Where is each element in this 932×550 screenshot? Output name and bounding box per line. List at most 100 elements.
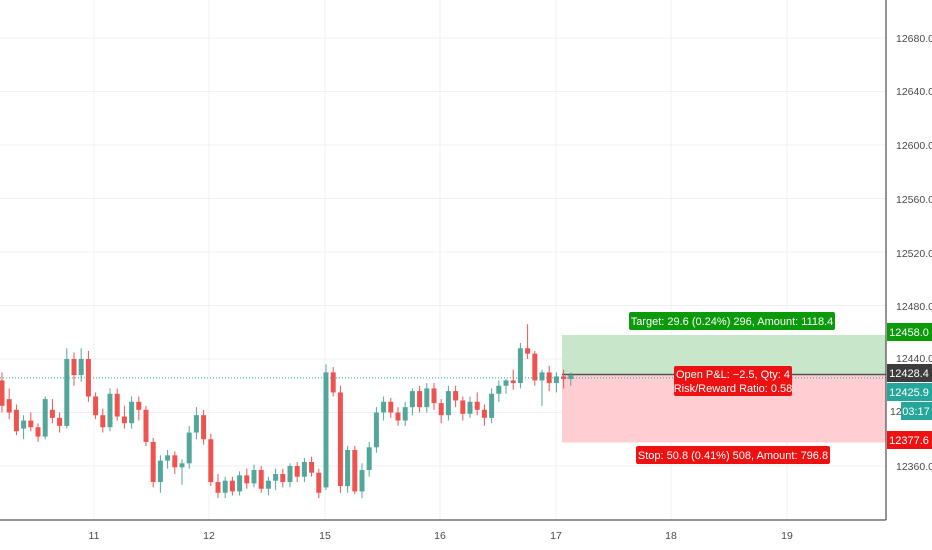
partial-price-label: 12 (890, 406, 902, 418)
candle (417, 385, 423, 413)
candle (49, 399, 55, 424)
target-label[interactable]: Target: 29.6 (0.24%) 296, Amount: 1118.4 (629, 312, 835, 330)
candle (165, 449, 171, 469)
candle-body (309, 461, 315, 473)
candle (316, 468, 322, 499)
candle-body (0, 380, 5, 406)
candle-body (237, 475, 243, 492)
candle (21, 415, 27, 440)
x-tick-label: 17 (550, 530, 562, 542)
candle (330, 367, 336, 397)
svg-text:Stop: 50.8 (0.41%) 508, Amount: Stop: 50.8 (0.41%) 508, Amount: 796.8 (638, 450, 828, 462)
candle-body (287, 466, 293, 483)
candle-body (409, 391, 415, 408)
candle-body (129, 401, 135, 424)
candle (323, 364, 329, 491)
y-tick-label: 12680.0 (896, 33, 932, 45)
candle (496, 380, 502, 402)
candle (136, 396, 142, 421)
candle-body (438, 403, 444, 416)
candle (301, 457, 307, 483)
candle (294, 461, 300, 483)
x-tick-label: 16 (434, 530, 446, 542)
y-tick-label: 12440.0 (896, 353, 932, 365)
candle (568, 372, 574, 386)
candle-body (424, 388, 430, 408)
candle-body (165, 455, 171, 461)
svg-text:12428.4: 12428.4 (889, 368, 929, 380)
candle (553, 372, 559, 393)
candle (208, 433, 214, 487)
candle-body (136, 401, 142, 410)
candle-body (280, 474, 286, 483)
candle-body (395, 412, 401, 421)
candle (35, 423, 41, 442)
candle-body (417, 391, 423, 408)
x-tick-label: 11 (89, 530, 100, 542)
y-axis[interactable]: 12680.0 12640.0 12600.0 12560.0 12520.0 … (896, 33, 932, 473)
x-axis[interactable]: 11 12 15 16 17 18 19 (89, 530, 793, 542)
candle (424, 383, 430, 413)
x-tick-label: 15 (319, 530, 331, 542)
candle-body (172, 455, 178, 468)
candle (78, 348, 84, 382)
candle-body (323, 372, 329, 488)
candle-body (208, 439, 214, 483)
candle (366, 441, 372, 477)
candle-body (85, 359, 91, 397)
candle-body (273, 474, 279, 481)
candle (539, 369, 545, 406)
candle (71, 352, 77, 386)
candle (13, 404, 19, 436)
candle-body (496, 385, 502, 394)
candle-body (539, 372, 545, 381)
candle (215, 474, 221, 499)
candle (57, 412, 63, 433)
candle-body (265, 480, 271, 489)
candle-body (561, 376, 567, 380)
svg-text:03:17: 03:17 (902, 406, 930, 418)
pnl-label[interactable]: Open P&L: −2.5, Qty: 4 Risk/Reward Ratio… (674, 366, 793, 396)
candle-body (28, 420, 34, 428)
candle (258, 466, 264, 493)
stop-label[interactable]: Stop: 50.8 (0.41%) 508, Amount: 796.8 (636, 446, 830, 464)
y-tick-label: 12480.0 (896, 301, 932, 313)
candle-body (6, 399, 12, 413)
candle-body (453, 391, 459, 401)
chart-grid (0, 0, 886, 520)
candle-body (107, 393, 113, 428)
candle-body (366, 447, 372, 471)
candle (532, 350, 538, 386)
candle (431, 383, 437, 410)
candle-body (244, 475, 250, 484)
y-tick-label: 12520.0 (896, 248, 932, 260)
candle-body (64, 359, 70, 426)
candle-body (78, 359, 84, 376)
candle (244, 468, 250, 489)
candle (28, 412, 34, 432)
svg-text:Risk/Reward Ratio: 0.58: Risk/Reward Ratio: 0.58 (674, 383, 793, 395)
y-tick-label: 12600.0 (896, 140, 932, 152)
candle (150, 437, 156, 488)
candle-body (481, 409, 487, 418)
x-tick-label: 12 (203, 530, 215, 542)
svg-text:Open P&L: −2.5, Qty: 4: Open P&L: −2.5, Qty: 4 (676, 369, 790, 381)
candle (193, 407, 199, 440)
candle-body (35, 427, 41, 437)
candle-body (143, 409, 149, 442)
candle-body (525, 348, 531, 354)
candle (287, 463, 293, 488)
candle-body (93, 396, 99, 416)
candle-body (337, 392, 343, 487)
candle-body (474, 401, 480, 410)
candle-body (517, 348, 523, 384)
candle (409, 388, 415, 416)
candle-body (258, 470, 264, 489)
y-tick-label: 12560.0 (896, 194, 932, 206)
svg-text:12425.9: 12425.9 (889, 387, 929, 399)
candle (546, 365, 552, 392)
svg-text:Target: 29.6 (0.24%) 296, Amou: Target: 29.6 (0.24%) 296, Amount: 1118.4 (631, 316, 834, 328)
y-tick-label: 12360.0 (896, 461, 932, 473)
